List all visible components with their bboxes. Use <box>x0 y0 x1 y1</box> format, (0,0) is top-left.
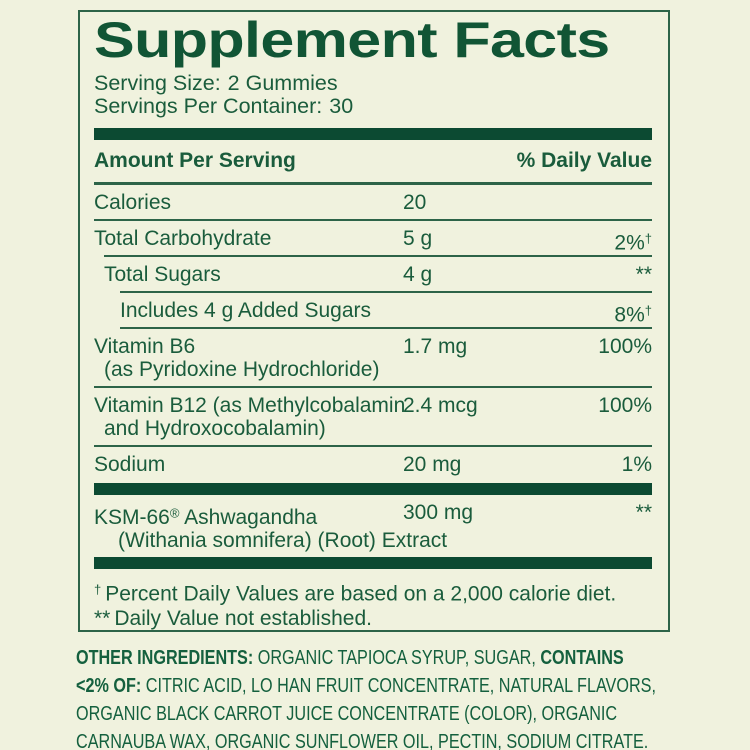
footnote-text: Percent Daily Values are based on a 2,00… <box>105 582 617 605</box>
other-ingredients-section: OTHER INGREDIENTS: ORGANIC TAPIOCA SYRUP… <box>76 644 692 750</box>
row-rule <box>94 219 652 221</box>
thick-separator-top <box>94 128 652 140</box>
registered-trademark-symbol: ® <box>169 505 180 520</box>
nutrient-name-line2: (Withania somnifera) (Root) Extract <box>118 528 448 552</box>
footnote-dv-not-established: ** Daily Value not established. <box>94 606 652 631</box>
contains-label: CONTAINS <box>540 646 624 669</box>
row-rule <box>94 445 652 447</box>
nutrient-row-calories: Calories 20 <box>94 185 652 219</box>
servings-per-container-value: 30 <box>329 94 354 118</box>
nutrient-row-total-carbohydrate: Total Carbohydrate 5 g 2%† <box>94 221 652 255</box>
other-ingredients-text: OTHER INGREDIENTS: ORGANIC TAPIOCA SYRUP… <box>76 644 692 750</box>
other-ingredients-line: ORGANIC BLACK CARROT JUICE CONCENTRATE (… <box>76 702 618 725</box>
panel-title-wrap: Supplement Facts <box>94 12 652 66</box>
amount-per-serving-header: Amount Per Serving <box>94 149 296 172</box>
other-ingredients-line: CARNAUBA WAX, ORGANIC SUNFLOWER OIL, PEC… <box>76 730 649 750</box>
dagger-symbol: † <box>644 231 652 246</box>
serving-size-value: 2 Gummies <box>227 71 338 95</box>
nutrient-row-total-sugars: Total Sugars 4 g ** <box>94 257 652 291</box>
row-rule <box>120 291 652 293</box>
daily-value-header: % Daily Value <box>516 149 652 172</box>
serving-info: Serving Size: 2 Gummies Servings Per Cont… <box>94 72 652 118</box>
nutrient-amount: 300 mg <box>403 501 474 524</box>
nutrient-dv: ** <box>635 263 652 286</box>
nutrient-name: Sodium <box>94 453 166 476</box>
nutrient-name-line2: and Hydroxocobalamin) <box>104 417 326 440</box>
row-rule <box>94 386 652 388</box>
contains-label-continued: <2% OF: <box>76 674 142 697</box>
nutrient-amount: 4 g <box>403 263 433 286</box>
servings-per-container-line: Servings Per Container: 30 <box>94 95 652 118</box>
nutrient-name: Includes 4 g Added Sugars <box>120 299 372 322</box>
nutrient-dv: ** <box>635 501 652 524</box>
header-rule <box>94 182 652 185</box>
column-header-row: Amount Per Serving % Daily Value <box>94 140 652 182</box>
nutrient-name: Vitamin B12 (as Methylcobalamin <box>94 394 406 417</box>
servings-per-container-label: Servings Per Container: <box>94 94 323 118</box>
nutrient-dv: 1% <box>621 453 652 476</box>
row-rule <box>120 327 652 329</box>
nutrient-name: KSM-66® Ashwagandha <box>94 505 318 529</box>
nutrient-row-vitamin-b6: Vitamin B6 1.7 mg 100% (as Pyridoxine Hy… <box>94 329 652 386</box>
thick-separator-middle <box>94 483 652 495</box>
nutrient-name: Calories <box>94 191 172 214</box>
supplement-facts-panel: Supplement Facts Serving Size: 2 Gummies … <box>78 10 670 632</box>
nutrient-dv: 2%† <box>614 231 652 255</box>
nutrient-name: Total Sugars <box>104 263 221 286</box>
other-ingredients-line: <2% OF: CITRIC ACID, LO HAN FRUIT CONCEN… <box>76 674 656 697</box>
footnotes: † Percent Daily Values are based on a 2,0… <box>94 569 652 632</box>
nutrient-row-vitamin-b12: Vitamin B12 (as Methylcobalamin 2.4 mcg … <box>94 388 652 445</box>
nutrient-name: Vitamin B6 <box>94 335 196 358</box>
nutrient-amount: 20 <box>403 191 427 214</box>
other-ingredients-line: OTHER INGREDIENTS: ORGANIC TAPIOCA SYRUP… <box>76 646 624 669</box>
serving-size-label: Serving Size: <box>94 71 221 95</box>
nutrient-name-line2: (as Pyridoxine Hydrochloride) <box>104 358 380 381</box>
asterisks-symbol: ** <box>94 607 111 630</box>
nutrient-amount: 5 g <box>403 227 433 250</box>
footnote-text: Daily Value not established. <box>114 607 372 630</box>
other-ingredients-label: OTHER INGREDIENTS: <box>76 646 254 669</box>
row-rule <box>104 255 652 257</box>
nutrient-amount: 2.4 mcg <box>403 394 478 417</box>
nutrient-dv: 100% <box>598 394 652 417</box>
dagger-symbol: † <box>94 581 102 597</box>
thick-separator-bottom <box>94 556 652 569</box>
nutrient-dv: 8%† <box>614 303 652 327</box>
serving-size-line: Serving Size: 2 Gummies <box>94 72 652 95</box>
dagger-symbol: † <box>644 303 652 318</box>
nutrient-name: Total Carbohydrate <box>94 227 272 250</box>
nutrient-row-added-sugars: Includes 4 g Added Sugars 8%† <box>94 293 652 327</box>
nutrient-dv: 100% <box>598 335 652 358</box>
nutrient-amount: 20 mg <box>403 453 462 476</box>
nutrient-amount: 1.7 mg <box>403 335 468 358</box>
footnote-daily-values: † Percent Daily Values are based on a 2,0… <box>94 577 652 607</box>
nutrient-row-sodium: Sodium 20 mg 1% <box>94 447 652 481</box>
nutrient-row-ashwagandha: KSM-66® Ashwagandha 300 mg ** (Withania … <box>94 495 652 557</box>
panel-title: Supplement Facts <box>94 12 610 68</box>
